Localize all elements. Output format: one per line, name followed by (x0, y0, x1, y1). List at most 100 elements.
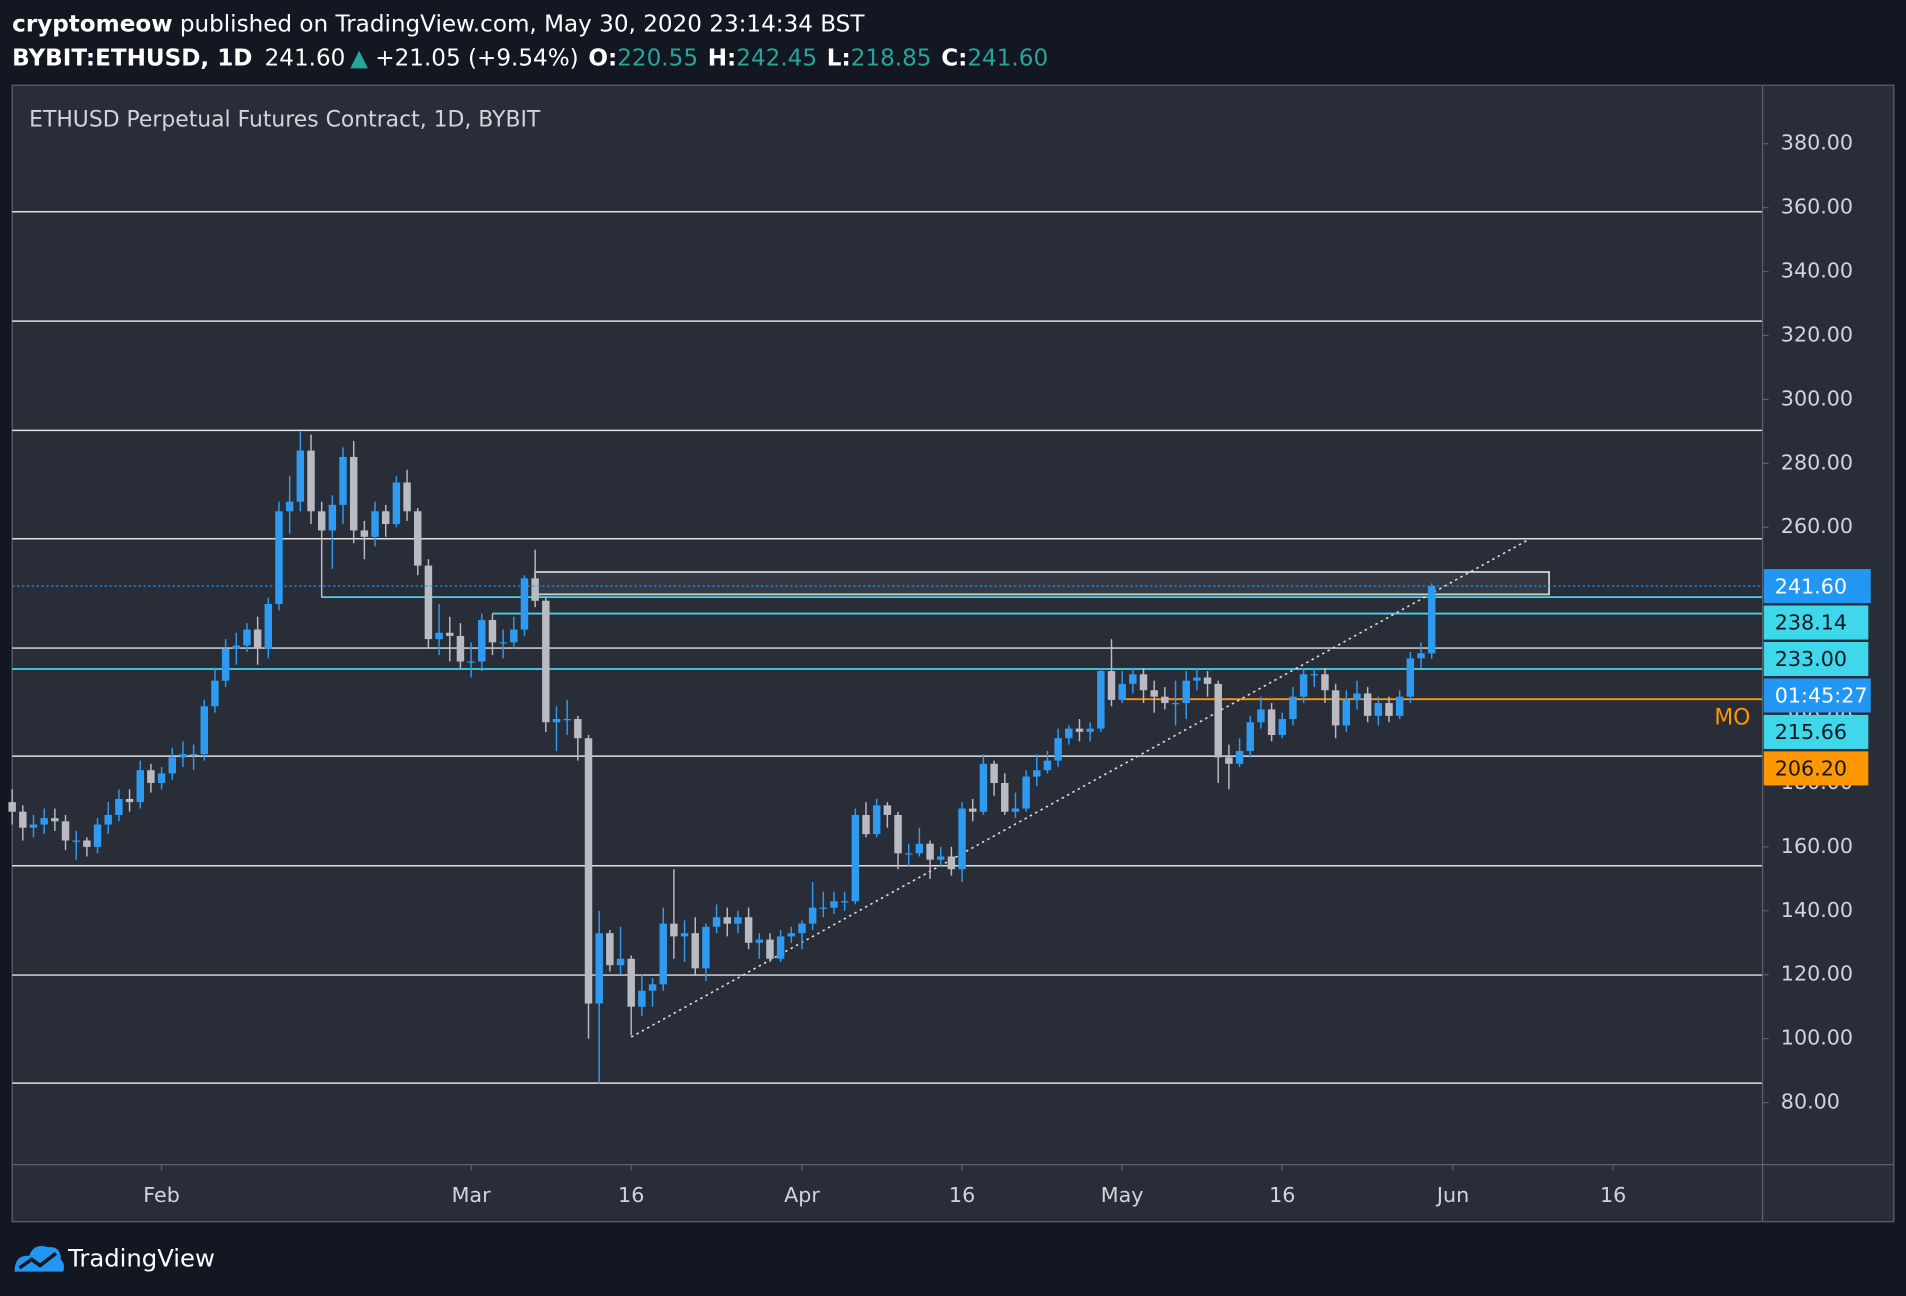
y-tick-label: 380.00 (1781, 131, 1853, 155)
candle-body (136, 770, 144, 803)
candle-body (670, 923, 678, 937)
price-label: 238.14 (1775, 611, 1847, 635)
candle-body (563, 719, 571, 721)
candle-body (1427, 586, 1436, 654)
x-tick-label: Mar (452, 1183, 491, 1207)
candle-body (40, 818, 48, 825)
candle-body (659, 923, 667, 985)
rectangle (534, 571, 1551, 596)
candle-body (307, 450, 315, 512)
candle-body (1278, 719, 1287, 736)
candle-body (1235, 751, 1244, 764)
c-value: 241.60 (967, 45, 1048, 71)
candle-body (179, 754, 187, 758)
price-label: 233.00 (1775, 647, 1847, 671)
x-tick-label: Jun (1435, 1183, 1469, 1207)
candle-body (221, 648, 230, 681)
candle-body (1033, 770, 1041, 777)
candle-body (317, 511, 326, 531)
candle-body (990, 763, 998, 783)
change: +21.05 (+9.54%) (375, 45, 578, 71)
candle-body (947, 856, 956, 870)
o-value: 220.55 (617, 45, 698, 71)
x-tick-label: May (1101, 1183, 1144, 1207)
price: 241.60 (265, 45, 346, 71)
candle-body (360, 530, 369, 537)
candle-body (808, 907, 817, 924)
candle-body (691, 933, 699, 969)
candle-body (1118, 683, 1126, 700)
candle-body (1054, 738, 1062, 761)
candle-body (638, 990, 646, 1007)
candle-body (798, 923, 806, 934)
price-label: 241.60 (1775, 574, 1847, 598)
logo (14, 1245, 65, 1272)
candle-body (1011, 808, 1020, 812)
h-value: 242.45 (736, 45, 817, 71)
candle-body (328, 504, 337, 531)
y-tick-label: 140.00 (1781, 898, 1853, 922)
x-tick-label: Apr (784, 1183, 820, 1207)
symbol: BYBIT:ETHUSD, 1D (12, 45, 252, 71)
candle-body (456, 635, 465, 662)
y-tick-label: 80.00 (1781, 1090, 1840, 1114)
candle-body (648, 984, 657, 991)
candle-body (285, 501, 294, 512)
candle-body (211, 680, 219, 707)
candle-body (1193, 677, 1201, 681)
candle-body (1342, 699, 1351, 726)
c-label: C: (941, 45, 967, 71)
candle-body (787, 933, 796, 937)
candle-body (702, 926, 710, 969)
candle-body (1203, 677, 1212, 684)
candle-body (414, 511, 422, 566)
candle-body (926, 843, 934, 860)
candle-body (1353, 693, 1361, 700)
candle-body (1107, 671, 1116, 700)
candle-body (1299, 674, 1308, 697)
price-label: 01:45:27 (1775, 684, 1868, 708)
candle-body (1065, 728, 1073, 739)
candle-body (243, 629, 251, 646)
candle-body (766, 939, 774, 959)
candle-body (51, 818, 59, 822)
candle-body (680, 933, 689, 937)
candle-body (883, 805, 892, 815)
candle-body (904, 853, 913, 855)
candle-body (1214, 683, 1222, 758)
candle-body (894, 814, 902, 854)
candle-body (531, 578, 539, 601)
candle-body (755, 939, 764, 943)
o-label: O: (588, 45, 617, 71)
candle-body (552, 719, 561, 723)
candle-body (1246, 722, 1254, 752)
candle-body (584, 738, 593, 1004)
x-tick-label: 16 (618, 1183, 644, 1207)
candle-body (851, 814, 860, 902)
candle-body (488, 619, 497, 643)
candle-body (264, 603, 273, 649)
candle-body (403, 482, 411, 512)
price-label-box (1763, 751, 1869, 786)
candle-body (1129, 674, 1137, 684)
candle-body (1097, 671, 1105, 729)
candle-body (1417, 653, 1425, 659)
plot-area: MO (8, 211, 1763, 1084)
candle-body (979, 763, 988, 812)
candle-body (1331, 690, 1340, 726)
price-label: 215.66 (1775, 720, 1847, 744)
candle-body (232, 645, 241, 649)
candle-body (776, 936, 785, 959)
brand: TradingView (67, 1243, 215, 1272)
logo-line (18, 1251, 58, 1270)
candle-body (392, 482, 401, 525)
candle-body (840, 901, 849, 903)
candle-body (1395, 696, 1404, 716)
candle-body (1150, 690, 1158, 697)
candle-body (958, 808, 966, 870)
candle-body (253, 629, 262, 649)
candle-body (915, 843, 924, 854)
candle-body (723, 917, 731, 924)
header-line-2: BYBIT:ETHUSD, 1D 241.60 ▲ +21.05 (+9.54%) O:… (12, 45, 1048, 71)
